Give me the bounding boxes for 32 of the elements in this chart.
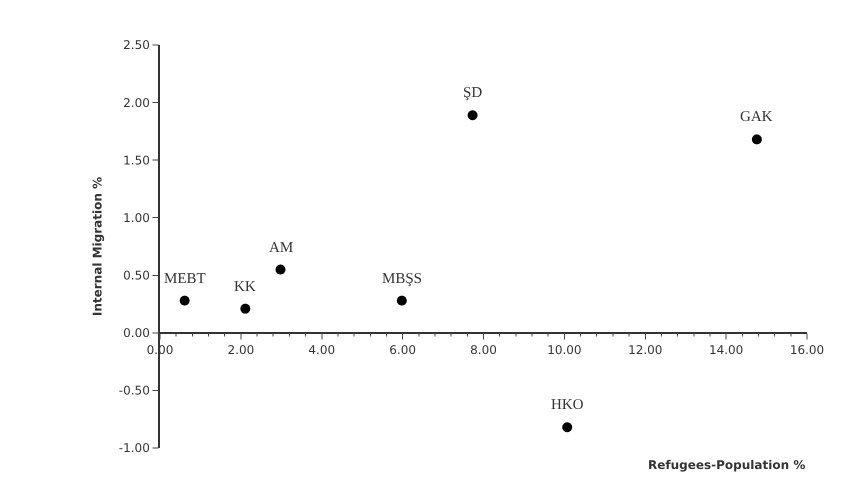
y-tick-label: 0.50 (123, 268, 150, 282)
x-tick-label: 6.00 (389, 343, 416, 358)
point (468, 110, 478, 120)
x-tick-label: 8.00 (470, 343, 497, 358)
annotation: KK (234, 279, 256, 295)
y-tick-label: 0.00 (123, 326, 150, 340)
x-tick-label: 14.00 (708, 343, 744, 358)
point (752, 134, 762, 144)
annotation: MBŞS (382, 271, 422, 287)
annotation: GAK (740, 109, 773, 125)
annotation: ŞD (463, 85, 482, 101)
y-tick-label: 2.00 (123, 96, 150, 110)
x-tick-label: 4.00 (308, 343, 336, 358)
point (562, 422, 572, 432)
y-tick-label: -0.50 (118, 384, 150, 398)
y-tick-label: 2.50 (123, 38, 150, 52)
x-axis-title: Refugees-Population % (648, 458, 806, 472)
x-tick-label: 10.00 (547, 343, 582, 358)
y-tick-label: 1.50 (123, 153, 150, 168)
point (276, 264, 286, 275)
point (180, 296, 190, 306)
annotation: MEBT (164, 271, 206, 287)
annotation: HKO (551, 397, 584, 413)
x-tick-label: 16.00 (790, 343, 824, 358)
annotation: AM (269, 240, 294, 256)
x-tick-label: 12.00 (628, 343, 662, 358)
y-tick-label: -1.00 (118, 441, 150, 456)
point (240, 304, 250, 314)
point (396, 296, 407, 306)
y-axis-title: Internal Migration % (90, 176, 105, 316)
y-tick-label: 1.00 (123, 210, 150, 225)
x-tick-label: 2.00 (228, 343, 254, 358)
